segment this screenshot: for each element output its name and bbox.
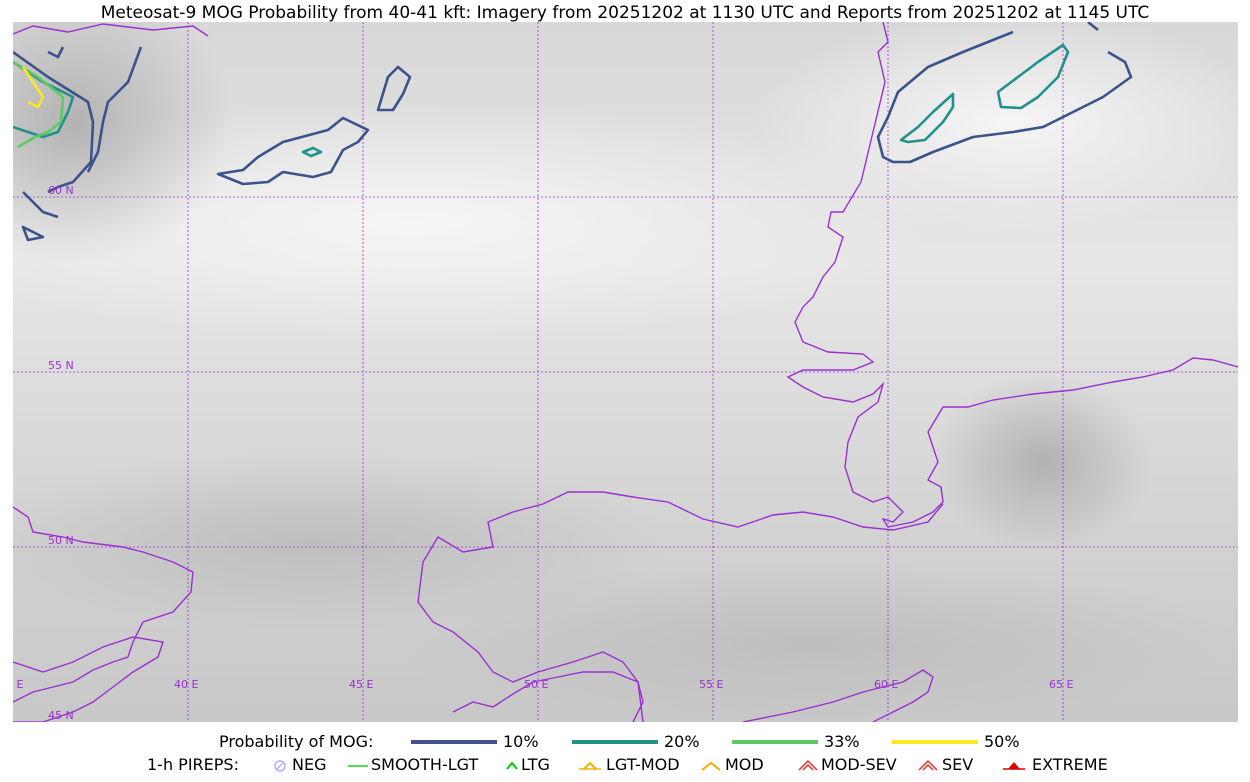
contour-20-central (301, 146, 323, 158)
legend-swatch-20 (572, 739, 658, 744)
bright-cloud-band (13, 102, 933, 342)
pirep-item-smooth-lgt: SMOOTH-LGT (347, 755, 478, 774)
caret-bar-icon (579, 761, 601, 770)
coastlines (13, 22, 1238, 722)
contour-10-central (216, 116, 370, 186)
legend-item-33: 33% (732, 732, 860, 751)
double-caret-icon (798, 759, 818, 771)
legend-swatch-50 (892, 739, 978, 744)
graticule (13, 22, 1238, 722)
lat-label-60: 60 N (48, 184, 74, 197)
lat-label-45: 45 N (48, 709, 74, 722)
dark-vortex (933, 372, 1153, 552)
dark-band-east (393, 562, 1233, 722)
pirep-item-mod-sev: MOD-SEV (797, 755, 897, 774)
legend-swatch-10 (411, 739, 497, 744)
legend-label-50: 50% (984, 732, 1020, 751)
pirep-item-ltg: LTG (505, 755, 550, 774)
neg-circle-icon (274, 759, 286, 772)
contour-10-small (21, 225, 45, 242)
pirep-label-mod: MOD (725, 755, 764, 774)
contour-20-ne-b (996, 43, 1070, 110)
contour-33-topleft (13, 60, 65, 149)
contour-50-topleft (21, 66, 45, 109)
contour-10-sw (22, 191, 59, 219)
caret-icon (701, 761, 721, 771)
pirep-label-sev: SEV (942, 755, 974, 774)
legend-item-20: 20% (572, 732, 700, 751)
legend-swatch-33 (732, 739, 818, 744)
legend-item-50: 50% (892, 732, 1020, 751)
caret-icon (506, 760, 518, 770)
pirep-item-neg: NEG (272, 755, 326, 774)
contour-10-ne-tip (1087, 22, 1099, 32)
pirep-legend-title: 1-h PIREPS: (147, 755, 239, 774)
contour-10-topleft-3 (86, 46, 143, 173)
dark-band-south (13, 452, 673, 632)
dark-cloud-top-left (13, 22, 233, 262)
legend-label-33: 33% (824, 732, 860, 751)
pirep-label-neg: NEG (292, 755, 327, 774)
filled-caret-icon (1003, 761, 1025, 770)
probability-legend-title: Probability of MOG: (219, 732, 374, 751)
pirep-item-extreme: EXTREME (1002, 755, 1108, 774)
double-caret-icon (918, 759, 938, 771)
lat-label-50: 50 N (48, 534, 74, 547)
contours-10pct (13, 22, 1133, 242)
pirep-label-extreme: EXTREME (1032, 755, 1108, 774)
pirep-item-sev: SEV (918, 755, 973, 774)
lon-label-60: 60 E (874, 678, 898, 691)
legend-label-10: 10% (503, 732, 539, 751)
pirep-label-ltg: LTG (521, 755, 550, 774)
map-title: Meteosat-9 MOG Probability from 40-41 kf… (100, 3, 1150, 23)
contours-33pct (13, 60, 65, 149)
contours-50pct (21, 66, 45, 109)
pirep-item-mod: MOD (701, 755, 764, 774)
pirep-label-mod-sev: MOD-SEV (821, 755, 897, 774)
lon-label-35: 35 E (13, 678, 23, 691)
contour-10-north (376, 65, 412, 112)
legend-item-10: 10% (411, 732, 539, 751)
pirep-label-lgt-mod: LGT-MOD (606, 755, 680, 774)
legend-label-20: 20% (664, 732, 700, 751)
lat-label-55: 55 N (48, 359, 74, 372)
contour-20-ne-a (899, 92, 955, 144)
contour-10-topleft (13, 50, 95, 194)
line-icon (348, 764, 368, 767)
lon-label-45: 45 E (349, 678, 373, 691)
contour-10-topleft-2 (47, 46, 65, 59)
lon-label-40: 40 E (174, 678, 198, 691)
satellite-map: 60 N 55 N 50 N 45 N 35 E 40 E 45 E 50 E … (13, 22, 1238, 722)
lon-label-65: 65 E (1049, 678, 1073, 691)
pirep-label-smooth-lgt: SMOOTH-LGT (371, 755, 479, 774)
lon-label-50: 50 E (524, 678, 548, 691)
lon-label-55: 55 E (699, 678, 723, 691)
bright-cloud-ne (753, 22, 1238, 232)
pirep-item-lgt-mod: LGT-MOD (578, 755, 680, 774)
contour-10-ne (876, 30, 1133, 164)
